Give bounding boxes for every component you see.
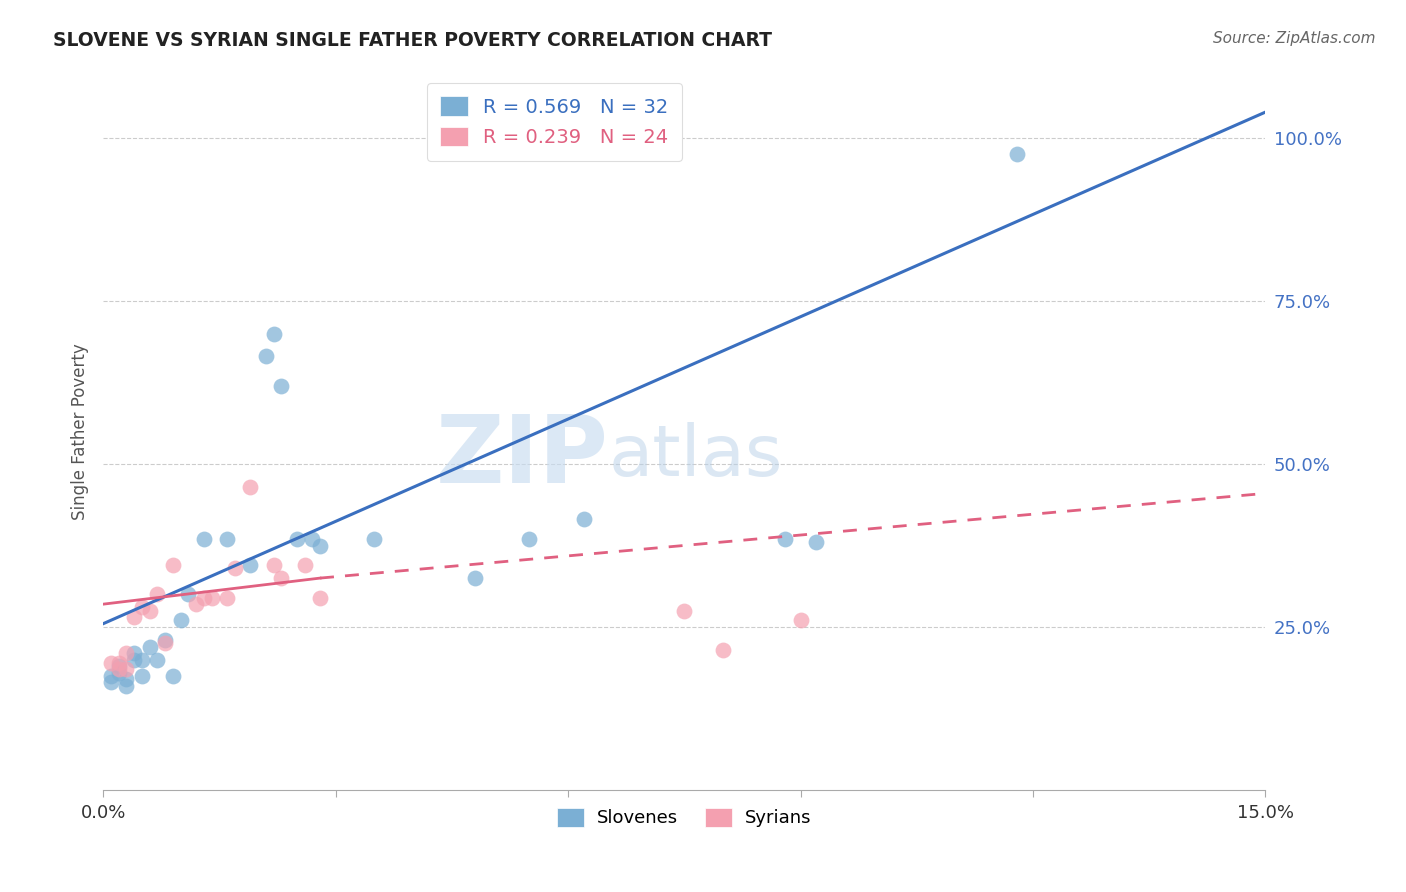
Point — [115, 646, 138, 660]
Point — [572, 512, 595, 526]
Point — [115, 672, 138, 686]
Point — [153, 633, 176, 648]
Point — [115, 679, 138, 693]
Text: SLOVENE VS SYRIAN SINGLE FATHER POVERTY CORRELATION CHART: SLOVENE VS SYRIAN SINGLE FATHER POVERTY … — [53, 31, 772, 50]
Point — [239, 480, 262, 494]
Point — [270, 571, 292, 585]
Point — [107, 656, 129, 670]
Point — [122, 646, 145, 660]
Point — [107, 662, 129, 676]
Text: ZIP: ZIP — [436, 410, 609, 502]
Point — [673, 604, 696, 618]
Point — [138, 640, 160, 654]
Point — [789, 614, 811, 628]
Point — [309, 539, 332, 553]
Point — [131, 669, 153, 683]
Point — [122, 652, 145, 666]
Point — [804, 535, 827, 549]
Point — [122, 610, 145, 624]
Point — [177, 587, 200, 601]
Point — [773, 532, 796, 546]
Point — [270, 379, 292, 393]
Point — [184, 597, 207, 611]
Point — [201, 591, 224, 605]
Point — [217, 591, 239, 605]
Point — [301, 532, 323, 546]
Point — [100, 675, 122, 690]
Point — [146, 587, 169, 601]
Point — [711, 642, 734, 657]
Point — [263, 558, 285, 572]
Point — [100, 656, 122, 670]
Point — [224, 561, 246, 575]
Point — [193, 591, 215, 605]
Point — [100, 669, 122, 683]
Point — [131, 600, 153, 615]
Point — [464, 571, 486, 585]
Point — [107, 659, 129, 673]
Point — [309, 591, 332, 605]
Text: Source: ZipAtlas.com: Source: ZipAtlas.com — [1212, 31, 1375, 46]
Point — [162, 669, 184, 683]
Point — [146, 652, 169, 666]
Point — [162, 558, 184, 572]
Point — [239, 558, 262, 572]
Point — [363, 532, 385, 546]
Point — [169, 614, 191, 628]
Point — [115, 662, 138, 676]
Point — [517, 532, 540, 546]
Point — [153, 636, 176, 650]
Point — [217, 532, 239, 546]
Legend: Slovenes, Syrians: Slovenes, Syrians — [550, 801, 818, 835]
Point — [193, 532, 215, 546]
Text: atlas: atlas — [609, 422, 783, 491]
Point — [294, 558, 316, 572]
Point — [138, 604, 160, 618]
Point — [131, 652, 153, 666]
Point — [1007, 147, 1029, 161]
Point — [285, 532, 308, 546]
Point — [107, 665, 129, 680]
Point — [263, 326, 285, 341]
Y-axis label: Single Father Poverty: Single Father Poverty — [72, 343, 89, 520]
Point — [254, 350, 277, 364]
